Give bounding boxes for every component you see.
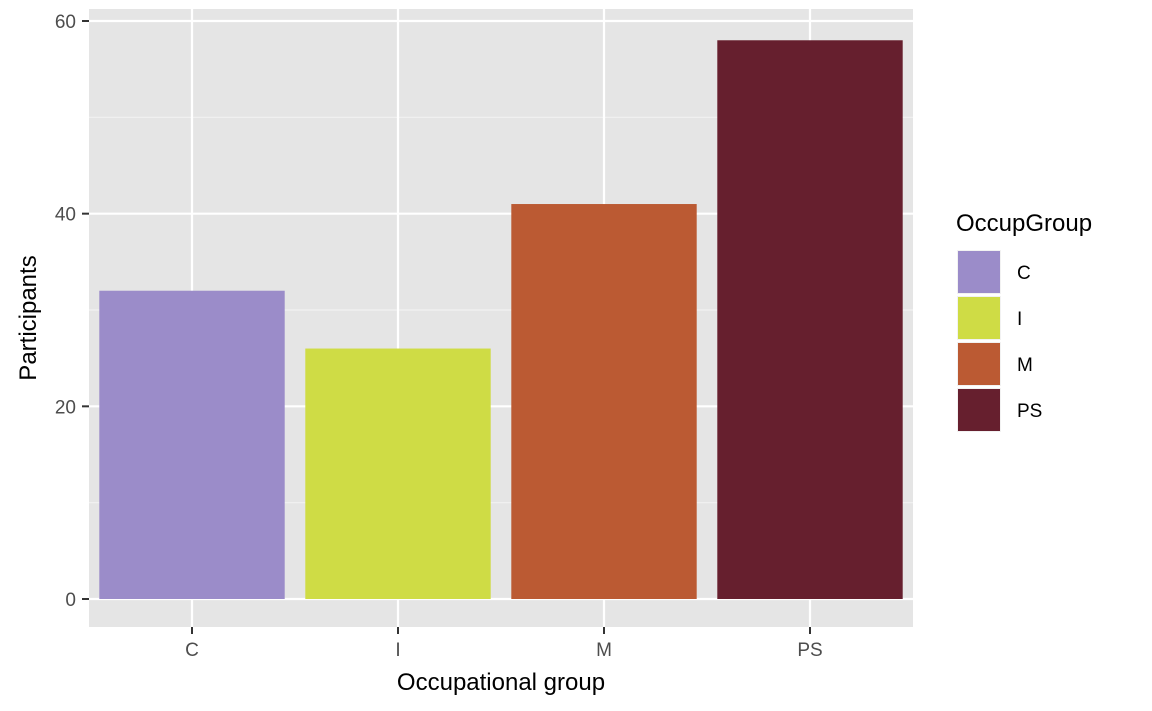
bars — [99, 40, 903, 600]
legend-label-i: I — [1017, 309, 1022, 330]
legend-key-c — [958, 251, 1000, 293]
legend-key-m — [958, 343, 1000, 385]
legend-label-c: C — [1017, 263, 1031, 284]
y-tick-label: 20 — [55, 397, 76, 418]
y-tick-label: 0 — [65, 590, 76, 611]
x-tick-label: PS — [797, 640, 822, 661]
legend-key-ps — [958, 389, 1000, 431]
bar-i — [305, 348, 491, 599]
bar-ps — [717, 40, 903, 600]
bar-c — [99, 290, 285, 599]
y-axis: 0 20 40 60 — [55, 12, 89, 611]
x-axis: C I M PS — [185, 627, 823, 661]
x-axis-title: Occupational group — [397, 669, 605, 696]
x-tick-label: I — [395, 640, 400, 661]
legend-label-m: M — [1017, 355, 1033, 376]
legend-label-ps: PS — [1017, 401, 1042, 422]
legend: OccupGroup C I M PS — [956, 210, 1092, 432]
y-tick-label: 40 — [55, 205, 76, 226]
bar-m — [511, 204, 697, 600]
y-axis-title: Participants — [15, 255, 42, 380]
legend-key-i — [958, 297, 1000, 339]
x-tick-label: M — [596, 640, 612, 661]
y-tick-label: 60 — [55, 12, 76, 33]
x-tick-label: C — [185, 640, 199, 661]
legend-title: OccupGroup — [956, 210, 1092, 237]
